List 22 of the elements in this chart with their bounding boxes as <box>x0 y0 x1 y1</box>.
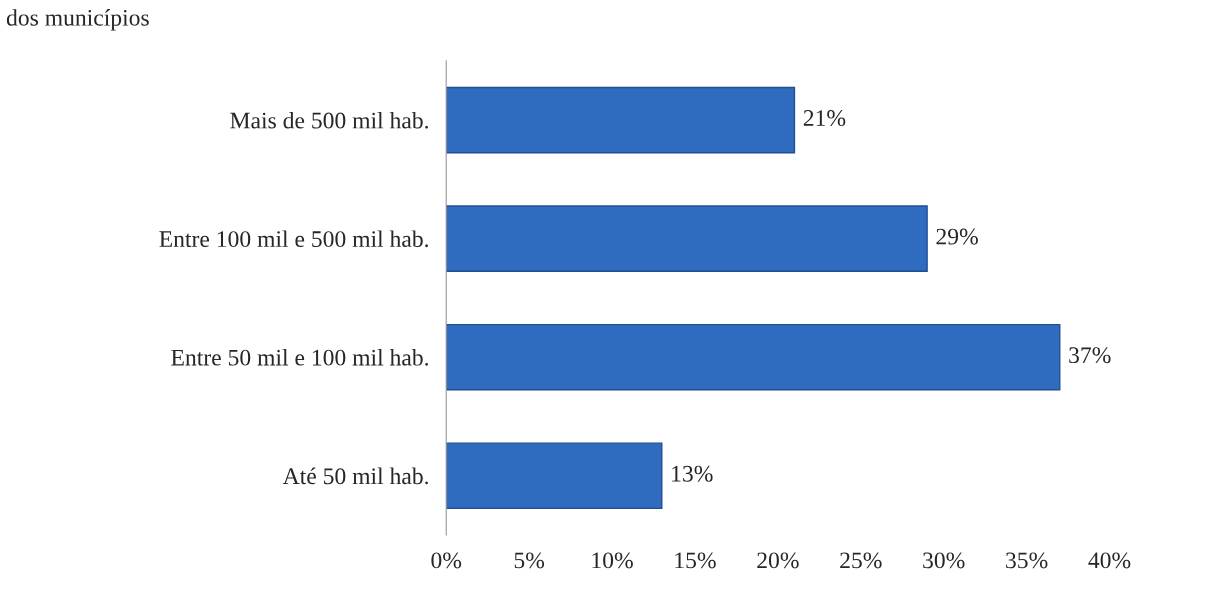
data-label: 21% <box>803 110 846 127</box>
y-tick-label: Entre 50 mil e 100 mil hab. <box>171 349 428 366</box>
data-label: 29% <box>936 228 978 245</box>
bar <box>446 205 928 272</box>
x-tick-label: 40% <box>1088 552 1131 569</box>
x-tick-label: 0% <box>431 552 462 569</box>
x-tick-label: 25% <box>840 552 882 569</box>
x-tick-label: 20% <box>757 552 799 569</box>
y-tick-label: Mais de 500 mil hab. <box>230 111 428 129</box>
bar <box>446 323 1061 391</box>
x-tick-label: 30% <box>923 552 965 569</box>
data-label: 37% <box>1069 347 1111 364</box>
text: dos municípios <box>6 9 149 31</box>
bar <box>446 442 663 510</box>
y-tick-label: Entre 100 mil e 500 mil hab. <box>159 230 428 248</box>
x-tick-label: 5% <box>514 552 545 569</box>
y-tick-label: Até 50 mil hab. <box>282 467 428 485</box>
x-tick-label: 15% <box>675 552 716 569</box>
bar <box>446 86 796 154</box>
data-label: 13% <box>672 465 713 482</box>
x-tick-label: 10% <box>592 552 633 569</box>
x-tick-label: 35% <box>1006 552 1048 569</box>
